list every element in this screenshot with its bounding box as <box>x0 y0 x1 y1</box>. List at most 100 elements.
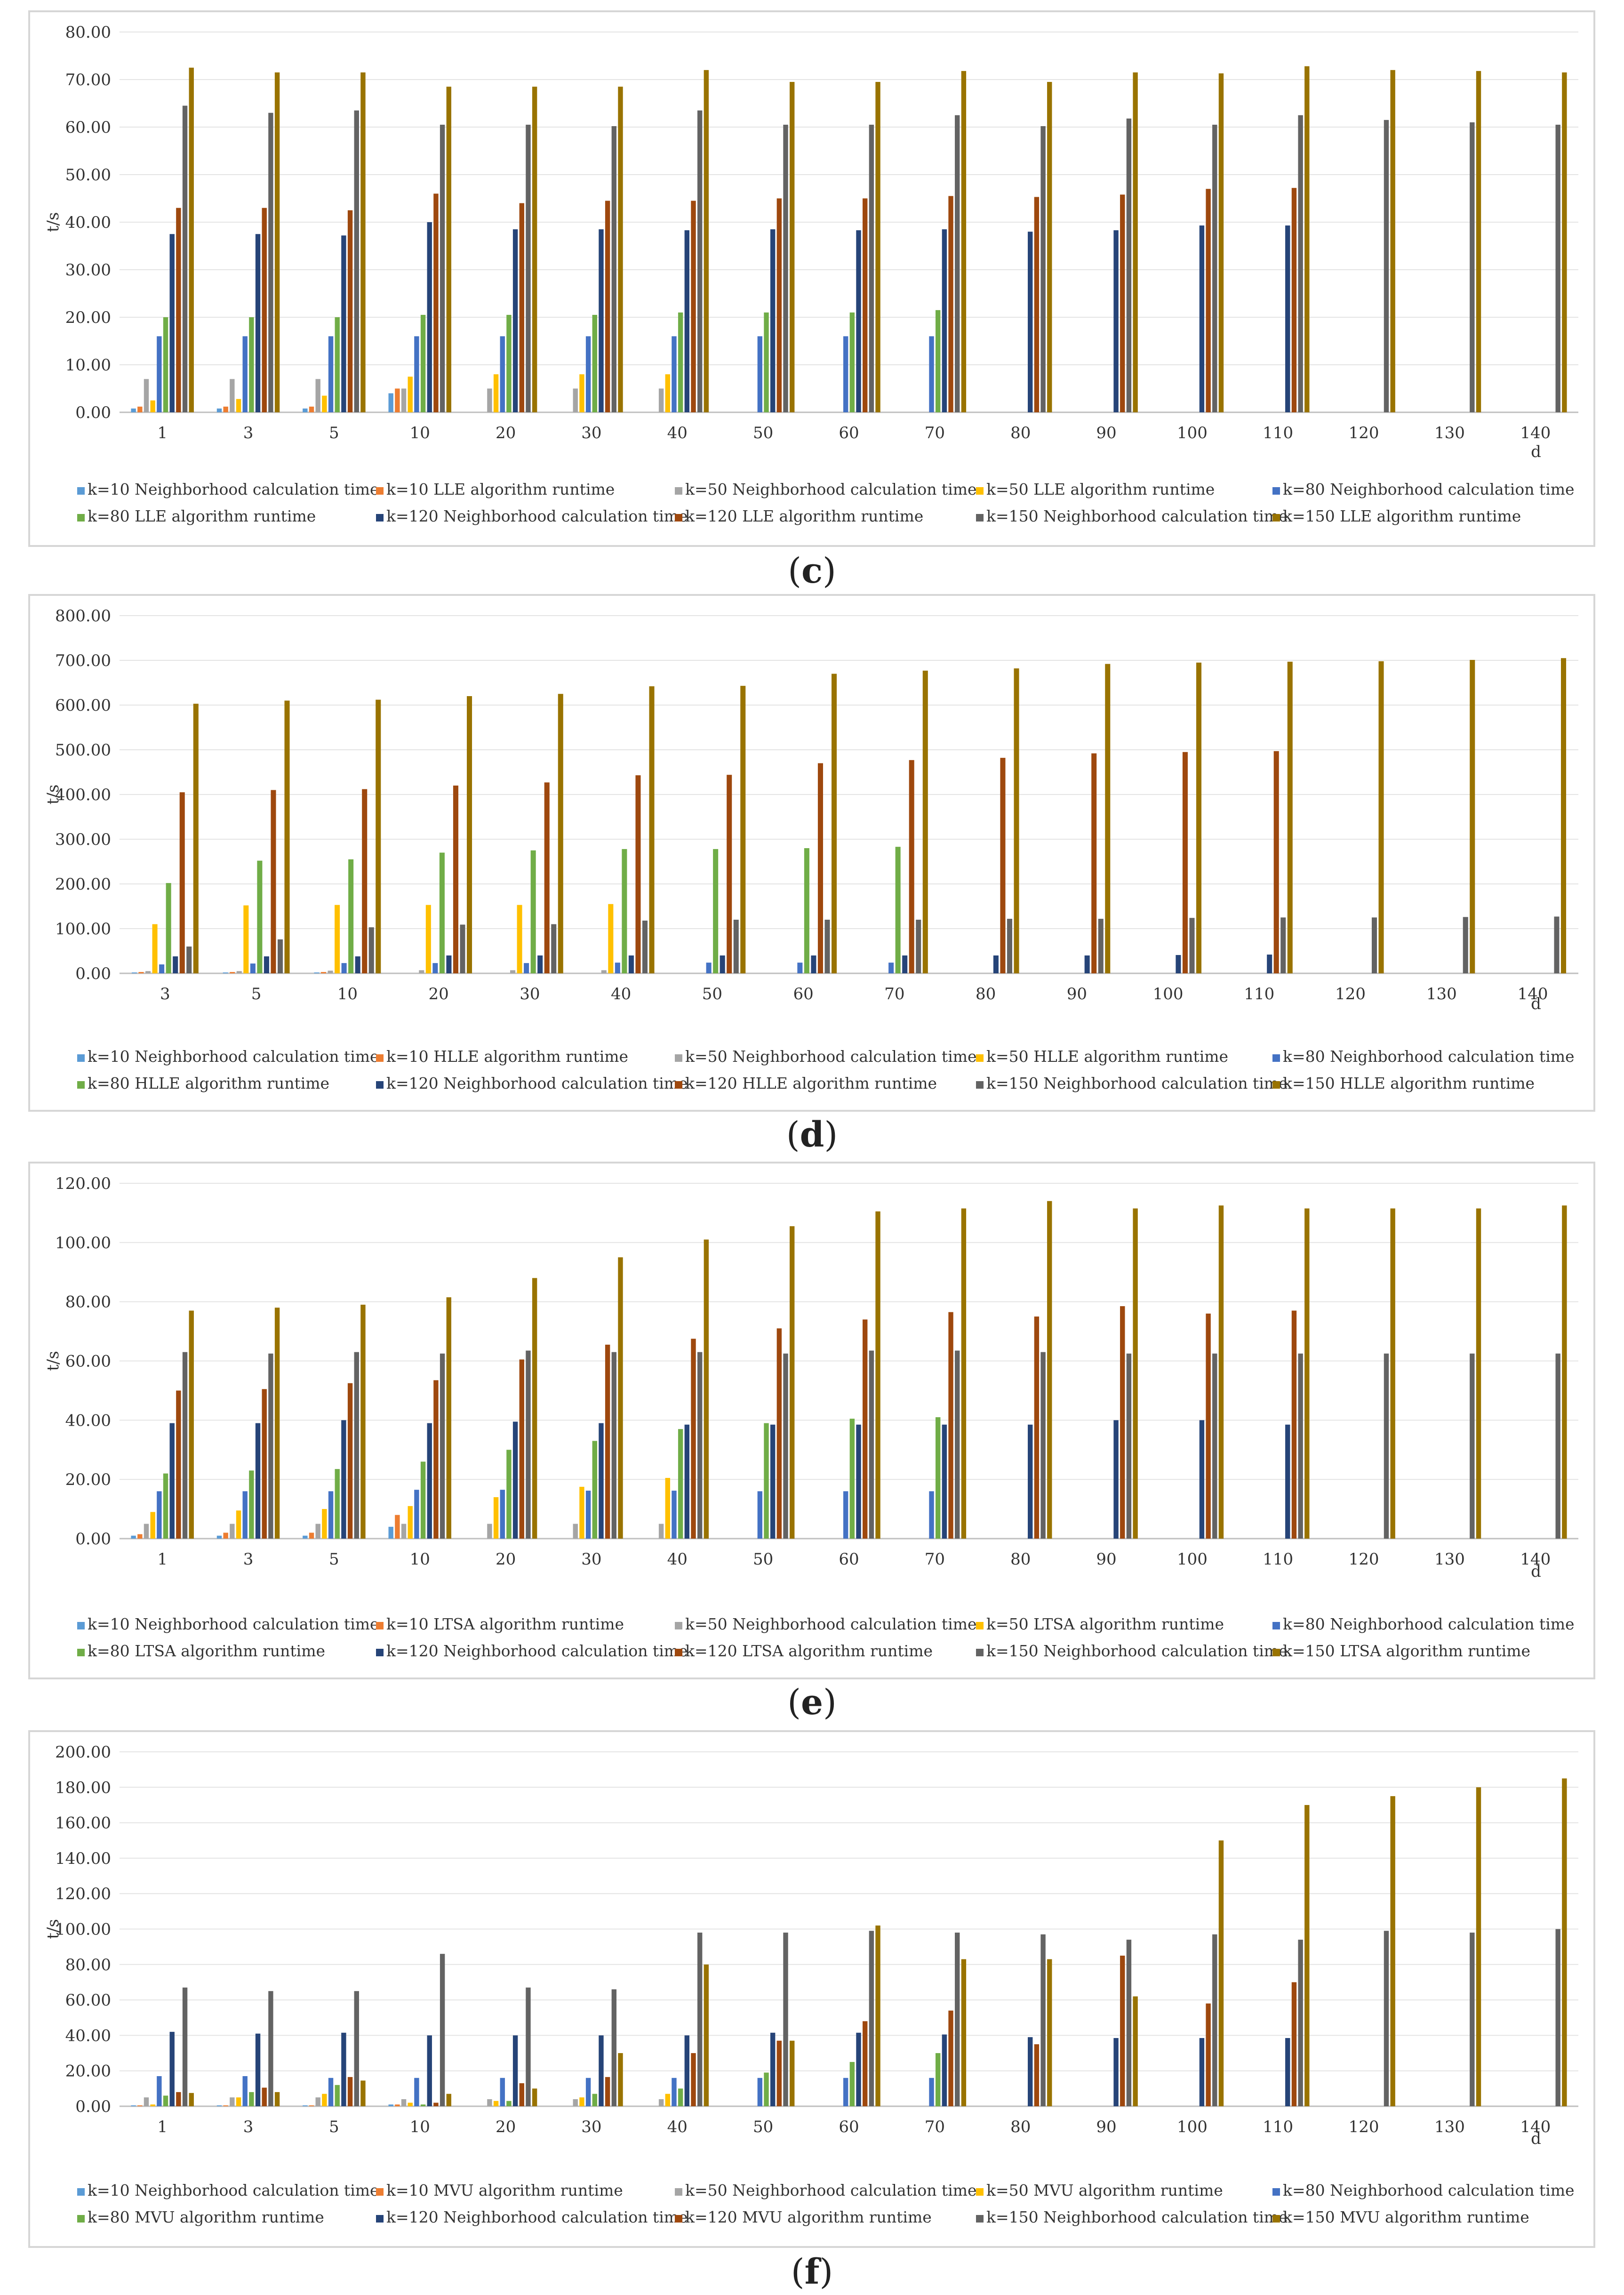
bar <box>1028 2037 1033 2106</box>
bar <box>500 1490 505 1539</box>
bar <box>1371 917 1377 973</box>
bar <box>395 1515 400 1539</box>
bar <box>360 1304 366 1539</box>
bar <box>993 955 999 973</box>
chart-svg-c: 0.00 10.00 20.00 30.00 40.00 50.00 60.00 70.00 8… <box>44 23 1578 525</box>
bar <box>354 1352 359 1539</box>
bar <box>573 2099 578 2106</box>
bar <box>169 1423 175 1539</box>
legend-swatch <box>77 2188 85 2196</box>
bar <box>579 374 584 412</box>
y-tick-label: 20.00 <box>65 2062 111 2081</box>
bar <box>519 2083 524 2106</box>
bar <box>169 234 175 412</box>
bar <box>176 1390 181 1539</box>
y-tick-label: 100.00 <box>55 1920 111 1939</box>
bar <box>704 1964 709 2106</box>
bar <box>157 336 162 412</box>
bar <box>551 924 557 973</box>
legend-label: k=50 LTSA algorithm runtime <box>986 1615 1224 1633</box>
bar <box>420 314 426 412</box>
bar <box>309 2105 314 2106</box>
bar <box>1120 194 1125 412</box>
bar <box>618 2053 623 2106</box>
legend-swatch <box>1272 487 1280 495</box>
x-tick-label: 140 <box>1520 1550 1551 1569</box>
bar <box>1199 1420 1205 1539</box>
legend-label: k=80 LLE algorithm runtime <box>88 507 316 525</box>
bar <box>401 2099 407 2106</box>
bar <box>608 904 614 973</box>
bar <box>757 1491 763 1539</box>
bar <box>869 124 874 412</box>
y-tick-label: 60.00 <box>65 118 111 137</box>
bar <box>512 1421 518 1539</box>
bar <box>757 336 763 412</box>
bar <box>236 2097 241 2106</box>
x-tick-label: 100 <box>1177 1550 1208 1569</box>
bar <box>770 1424 776 1539</box>
bar <box>658 388 664 412</box>
bar <box>1182 752 1188 973</box>
bar <box>500 336 505 412</box>
bar <box>262 1389 267 1539</box>
y-tick-label: 80.00 <box>65 1956 111 1974</box>
bar <box>487 388 492 412</box>
x-tick-label: 110 <box>1263 1550 1293 1569</box>
bar <box>176 208 181 412</box>
legend-label: k=120 Neighborhood calculation time <box>386 1074 688 1092</box>
bar <box>1560 658 1567 973</box>
bar <box>1470 1353 1475 1539</box>
legend-swatch <box>1272 514 1280 522</box>
bar <box>274 2092 280 2106</box>
caption-c: (c) <box>788 551 836 591</box>
bar <box>1384 1931 1389 2106</box>
bar <box>335 317 340 412</box>
bar <box>322 2094 327 2106</box>
bar <box>322 395 327 412</box>
bar <box>1298 115 1303 412</box>
y-tick-label: 100.00 <box>55 1234 111 1252</box>
bar <box>519 1359 524 1539</box>
bar <box>558 694 563 973</box>
bar <box>223 972 228 973</box>
bar <box>727 775 732 973</box>
x-tick-label: 50 <box>753 424 773 442</box>
legend-label: k=50 HLLE algorithm runtime <box>986 1047 1228 1066</box>
bar <box>1133 1208 1138 1539</box>
y-tick-label: 160.00 <box>55 1814 111 1833</box>
bar <box>1034 2044 1040 2106</box>
y-tick-label: 180.00 <box>55 1778 111 1797</box>
legend-swatch <box>376 487 384 495</box>
legend-label: k=10 LTSA algorithm runtime <box>386 1615 624 1633</box>
bar <box>255 234 261 412</box>
bar <box>446 2094 451 2106</box>
bar <box>875 82 880 413</box>
legend-swatch <box>1272 2215 1280 2223</box>
x-tick-label: 70 <box>884 985 904 1003</box>
y-tick-label: 200.00 <box>55 875 111 894</box>
bar <box>599 1423 604 1539</box>
x-tick-label: 30 <box>520 985 540 1003</box>
bar <box>360 2080 366 2106</box>
x-tick-label: 50 <box>702 985 722 1003</box>
legend-label: k=80 Neighborhood calculation time <box>1283 1047 1575 1066</box>
bar <box>179 792 185 973</box>
y-tick-label: 60.00 <box>65 1991 111 2010</box>
bar <box>144 379 149 412</box>
bar <box>902 955 908 973</box>
bar <box>579 1486 584 1539</box>
bar <box>862 2021 868 2106</box>
bar <box>537 955 543 973</box>
bar <box>849 1419 855 1539</box>
x-tick-label: 1 <box>157 424 168 442</box>
bar <box>532 1278 537 1539</box>
y-axis-label: t/s <box>44 1351 63 1371</box>
legend-swatch <box>976 2215 984 2223</box>
x-tick-label: 120 <box>1349 2118 1379 2136</box>
bar <box>303 408 308 412</box>
bar <box>1028 232 1033 412</box>
legend-label: k=10 HLLE algorithm runtime <box>386 1047 628 1066</box>
bar <box>530 850 536 973</box>
bar <box>672 1491 677 1539</box>
